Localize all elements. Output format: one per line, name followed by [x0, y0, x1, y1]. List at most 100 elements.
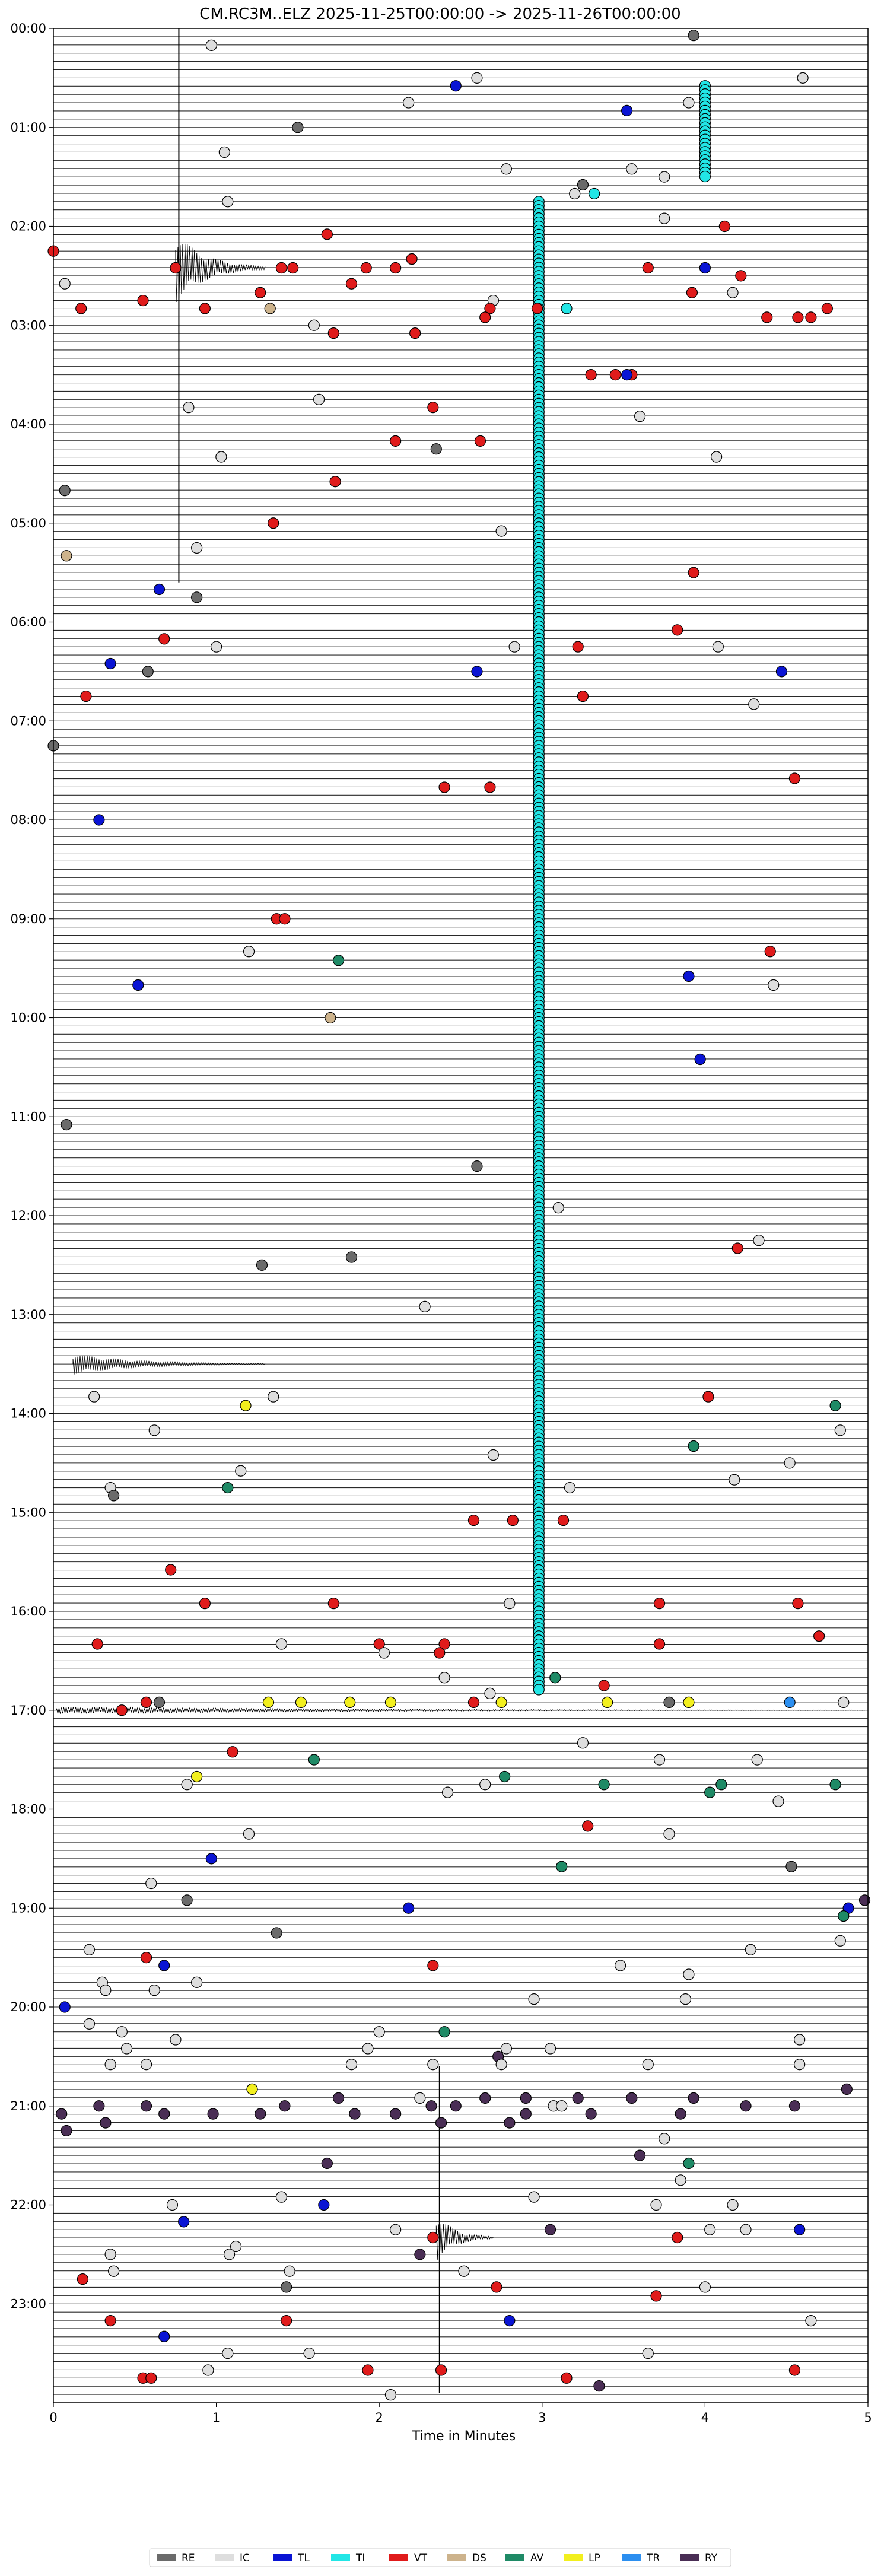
event-marker-vt — [390, 262, 402, 274]
y-tick-label: 20:00 — [10, 2000, 46, 2014]
event-marker-ic — [544, 2043, 556, 2055]
event-marker-vt — [653, 1598, 666, 1610]
event-marker-av — [715, 1779, 727, 1791]
event-marker-ic — [479, 1779, 491, 1791]
event-marker-ds — [264, 303, 276, 314]
event-marker-ic — [403, 97, 415, 109]
event-marker-vt — [227, 1746, 238, 1758]
event-marker-ic — [438, 1672, 450, 1684]
event-marker-ic — [100, 1985, 112, 1996]
event-marker-ic — [215, 451, 227, 463]
event-marker-vt — [585, 369, 597, 381]
event-marker-lp — [295, 1696, 307, 1709]
event-marker-av — [308, 1754, 320, 1766]
event-marker-av — [838, 1910, 850, 1922]
event-marker-ic — [83, 2018, 96, 2030]
event-marker-lp — [262, 1696, 275, 1709]
event-marker-ic — [487, 1449, 500, 1461]
event-marker-ic — [218, 146, 230, 158]
event-marker-ry — [332, 2092, 345, 2104]
event-marker-vt — [329, 476, 341, 488]
event-marker-ry — [520, 2092, 532, 2104]
event-marker-vt — [140, 1696, 152, 1709]
event-marker-re — [256, 1259, 268, 1271]
y-axis-ticks: 00:00 01:00 02:00 03:00 04:00 05:00 06:00 07:00… — [10, 21, 53, 2311]
event-marker-vt — [140, 1952, 152, 1964]
event-marker-ic — [284, 2265, 295, 2277]
event-marker-vt — [77, 2273, 89, 2285]
event-marker-ic — [653, 1754, 666, 1766]
event-marker-vt — [821, 303, 833, 314]
event-marker-ic — [166, 2199, 179, 2211]
event-marker-av — [222, 1481, 234, 1494]
event-marker-tl — [178, 2216, 190, 2228]
legend-label-vt: VT — [414, 2552, 428, 2564]
event-marker-ic — [495, 2059, 507, 2071]
event-marker-ic — [205, 39, 217, 51]
event-marker-ry — [520, 2108, 532, 2120]
event-marker-vt — [609, 369, 621, 381]
event-marker-ry — [100, 2117, 112, 2129]
legend-label-ry: RY — [705, 2552, 718, 2564]
legend-swatch-ic — [215, 2554, 234, 2561]
seismic-trace-rows — [53, 28, 868, 2395]
event-marker-ry — [279, 2100, 291, 2112]
event-marker-vt — [764, 946, 776, 958]
event-marker-ic — [650, 2199, 662, 2211]
event-marker-ic — [683, 97, 695, 109]
event-marker-vt — [80, 690, 92, 702]
event-marker-ry — [349, 2108, 361, 2120]
event-marker-vt — [409, 327, 421, 339]
event-marker-ic — [235, 1465, 247, 1477]
y-tick-label: 04:00 — [10, 417, 46, 431]
event-marker-ic — [471, 72, 483, 84]
y-tick-label: 09:00 — [10, 912, 46, 926]
event-marker-ry — [585, 2108, 597, 2120]
event-marker-tl — [450, 80, 462, 92]
event-marker-vt — [279, 913, 291, 925]
event-marker-ic — [642, 2059, 654, 2071]
event-marker-ry — [321, 2157, 333, 2170]
event-marker-ic — [170, 2034, 182, 2046]
event-marker-ic — [683, 1968, 695, 1980]
event-marker-ic — [83, 1944, 96, 1955]
event-marker-ic — [104, 2249, 116, 2260]
x-axis-label: Time in Minutes — [412, 2429, 516, 2444]
event-marker-ic — [495, 525, 507, 537]
event-marker-vt — [572, 641, 584, 653]
legend-label-tr: TR — [646, 2552, 660, 2564]
event-marker-vt — [507, 1514, 519, 1526]
event-marker-re — [292, 122, 304, 133]
event-marker-ry — [255, 2108, 266, 2120]
event-marker-vt — [474, 435, 486, 447]
y-tick-label: 16:00 — [10, 1604, 46, 1618]
event-marker-ry — [544, 2224, 556, 2235]
event-marker-ic — [243, 946, 255, 958]
legend-label-re: RE — [182, 2552, 195, 2564]
event-marker-lp — [344, 1696, 356, 1709]
event-marker-ic — [626, 163, 638, 175]
event-marker-ic — [222, 2348, 234, 2359]
event-marker-ic — [679, 1993, 692, 2005]
event-marker-re — [577, 179, 589, 191]
event-marker-ic — [834, 1935, 846, 1947]
event-marker-ic — [711, 451, 723, 463]
event-marker-vt — [531, 303, 543, 314]
event-marker-ic — [148, 1985, 160, 1996]
event-marker-ry — [675, 2108, 686, 2120]
event-marker-av — [829, 1400, 841, 1411]
event-marker-vt — [735, 270, 747, 282]
legend-swatch-vt — [389, 2554, 408, 2561]
event-marker-ic — [727, 287, 739, 298]
event-marker-re — [345, 1251, 358, 1263]
y-tick-label: 22:00 — [10, 2198, 46, 2212]
y-tick-label: 23:00 — [10, 2297, 46, 2311]
event-marker-re — [153, 1696, 166, 1709]
event-marker-ic — [634, 411, 646, 422]
event-marker-ic — [659, 212, 670, 224]
event-marker-ic — [704, 2224, 716, 2235]
x-tick-label: 2 — [376, 2410, 383, 2425]
event-marker-lp — [602, 1696, 613, 1709]
y-tick-label: 11:00 — [10, 1109, 46, 1124]
event-marker-vt — [557, 1514, 570, 1526]
